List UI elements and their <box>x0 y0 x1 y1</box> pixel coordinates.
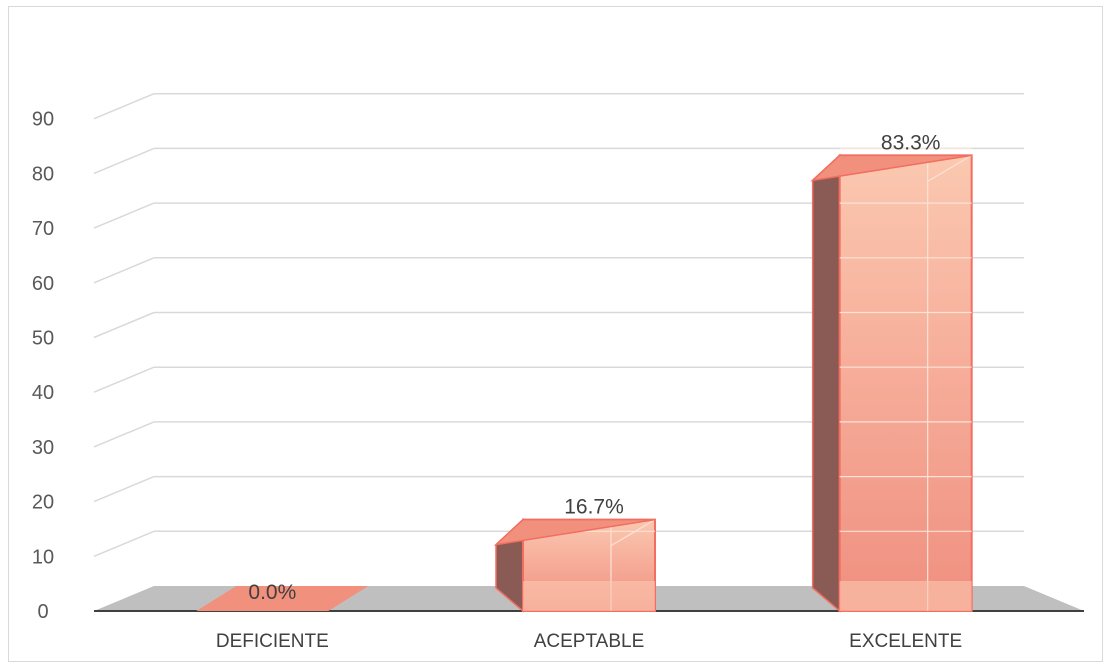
bar-front-face <box>838 154 973 612</box>
bar-aceptable <box>493 517 656 613</box>
side-gridline <box>93 421 155 448</box>
side-gridline <box>93 147 155 175</box>
y-tick-label: 70 <box>32 218 54 240</box>
side-gridline <box>93 257 155 284</box>
side-gridline <box>93 475 155 503</box>
side-gridline <box>93 530 155 557</box>
side-gridline <box>93 311 155 339</box>
y-tick-label: 60 <box>32 273 54 295</box>
side-gridline <box>93 93 155 120</box>
bar-reflection-line <box>610 519 656 547</box>
bar-base-band <box>523 581 655 611</box>
x-category-label: DEFICIENTE <box>216 631 329 652</box>
y-tick-label: 30 <box>32 437 54 459</box>
y-tick-label: 10 <box>32 546 54 568</box>
bar-top-face <box>493 518 656 546</box>
data-label: 16.7% <box>564 496 624 519</box>
data-label: 83.3% <box>881 131 941 154</box>
y-tick-label: 0 <box>37 601 48 623</box>
y-tick-label: 50 <box>32 328 54 350</box>
bar-chart: 0 10 20 30 40 50 60 70 80 90 0.0% DEFICIENTE 16.7% A… <box>32 92 1084 652</box>
x-category-label: ACEPTABLE <box>534 631 645 652</box>
y-tick-label: 20 <box>32 492 54 514</box>
bar-base-band <box>839 581 972 611</box>
data-label: 0.0% <box>248 581 296 604</box>
side-gridline <box>93 202 155 229</box>
x-category-label: EXCELENTE <box>849 631 962 652</box>
bar-reflection-line <box>927 154 972 182</box>
y-tick-label: 40 <box>32 382 54 404</box>
bar-top-face <box>810 154 972 182</box>
y-tick-label: 80 <box>32 163 54 185</box>
y-tick-label: 90 <box>32 109 54 131</box>
bar-side-face <box>811 153 841 613</box>
bar-excelente <box>810 147 973 613</box>
chart-frame: 0 10 20 30 40 50 60 70 80 90 0.0% DEFICIENTE 16.7% A… <box>8 6 1103 662</box>
side-gridline <box>93 366 155 393</box>
bar-deficiente <box>196 586 369 611</box>
bar-flat-face <box>196 586 369 611</box>
